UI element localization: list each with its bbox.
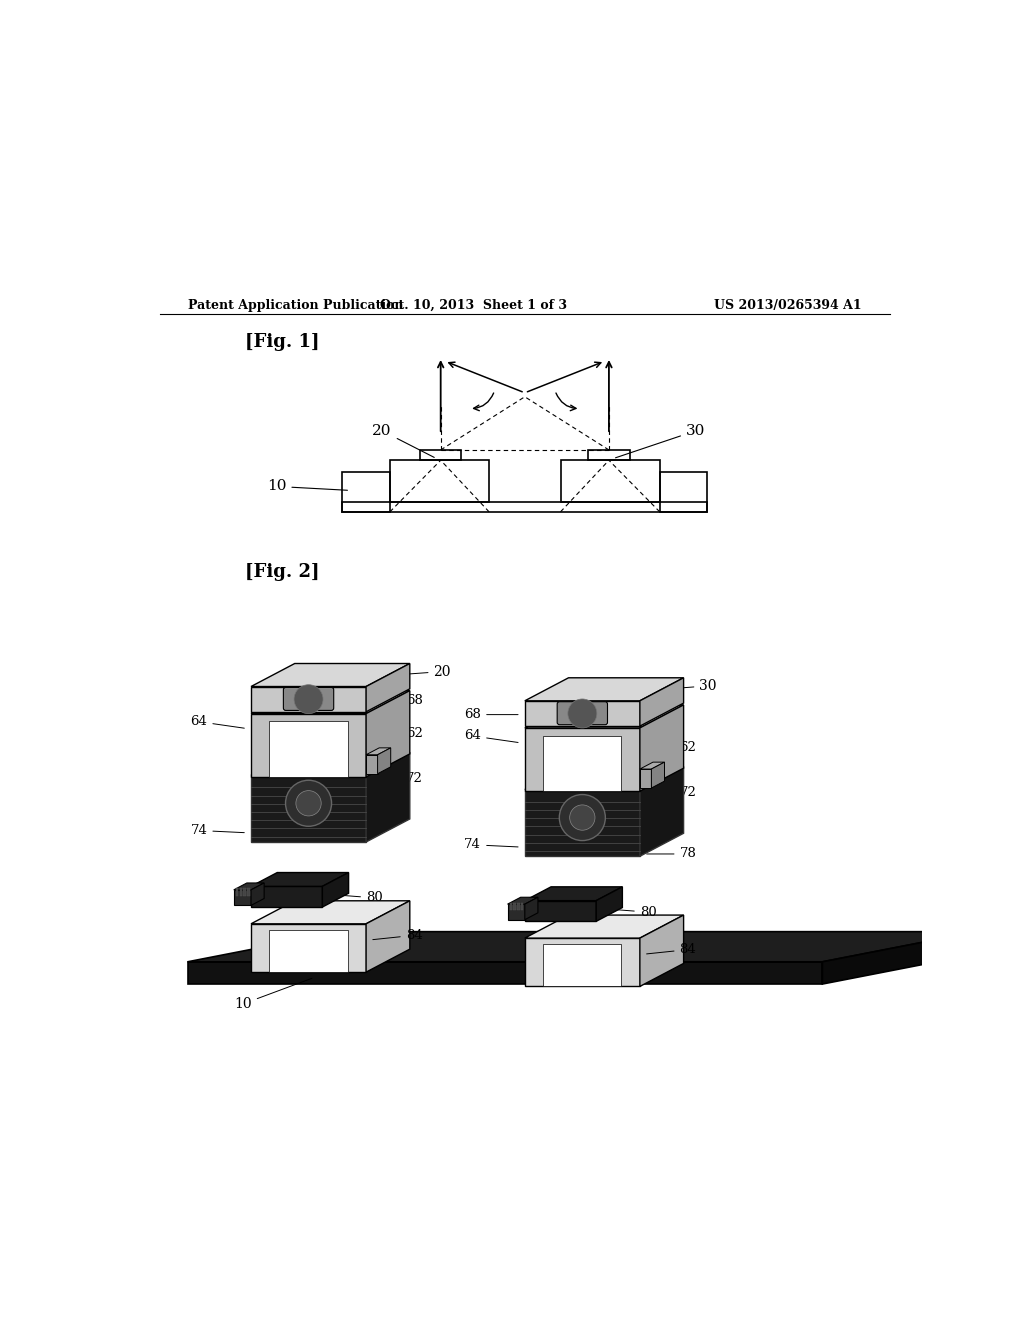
- Circle shape: [568, 700, 597, 727]
- Polygon shape: [367, 755, 378, 774]
- Text: 84: 84: [646, 942, 696, 956]
- Text: 20: 20: [317, 664, 451, 681]
- Polygon shape: [524, 789, 640, 857]
- Text: 62: 62: [373, 727, 423, 739]
- Text: 74: 74: [190, 824, 245, 837]
- Text: 10: 10: [267, 479, 347, 494]
- Polygon shape: [524, 898, 538, 920]
- Polygon shape: [251, 924, 367, 972]
- Text: 30: 30: [615, 424, 706, 458]
- Circle shape: [569, 805, 595, 830]
- FancyBboxPatch shape: [557, 702, 607, 725]
- Polygon shape: [378, 748, 391, 774]
- Polygon shape: [269, 929, 348, 972]
- Polygon shape: [517, 903, 519, 909]
- Polygon shape: [251, 690, 410, 714]
- FancyBboxPatch shape: [284, 688, 334, 710]
- Polygon shape: [508, 904, 524, 920]
- Circle shape: [286, 780, 332, 826]
- Polygon shape: [247, 888, 250, 896]
- Polygon shape: [524, 887, 623, 900]
- Text: 64: 64: [190, 715, 245, 729]
- Circle shape: [296, 791, 322, 816]
- Polygon shape: [640, 677, 684, 726]
- Circle shape: [559, 795, 605, 841]
- Text: [Fig. 1]: [Fig. 1]: [246, 333, 319, 351]
- Text: 30: 30: [591, 678, 717, 694]
- Polygon shape: [251, 873, 348, 886]
- Text: 68: 68: [373, 694, 423, 706]
- Text: 84: 84: [373, 929, 423, 941]
- Polygon shape: [367, 752, 410, 842]
- Polygon shape: [513, 903, 516, 909]
- Text: 78: 78: [646, 847, 696, 861]
- Circle shape: [294, 685, 323, 714]
- Text: 10: 10: [234, 978, 312, 1011]
- Polygon shape: [524, 701, 640, 726]
- Polygon shape: [367, 690, 410, 777]
- Polygon shape: [233, 883, 264, 890]
- Text: 64: 64: [464, 730, 518, 742]
- Polygon shape: [367, 900, 410, 972]
- Text: 62: 62: [646, 741, 696, 754]
- Polygon shape: [543, 944, 622, 986]
- Text: 80: 80: [317, 891, 383, 904]
- Polygon shape: [543, 735, 622, 791]
- Polygon shape: [524, 939, 640, 986]
- Text: 20: 20: [373, 424, 434, 458]
- Text: US 2013/0265394 A1: US 2013/0265394 A1: [715, 300, 862, 312]
- Polygon shape: [251, 752, 410, 775]
- Polygon shape: [251, 686, 367, 711]
- Polygon shape: [251, 664, 410, 686]
- Polygon shape: [233, 890, 251, 906]
- Text: 72: 72: [373, 772, 423, 785]
- Text: 72: 72: [646, 787, 696, 800]
- Polygon shape: [251, 900, 410, 924]
- Polygon shape: [524, 767, 684, 789]
- Polygon shape: [236, 888, 239, 896]
- Text: 74: 74: [464, 838, 518, 851]
- Polygon shape: [640, 770, 651, 788]
- Polygon shape: [251, 775, 367, 842]
- Text: [Fig. 2]: [Fig. 2]: [246, 564, 319, 581]
- Text: 68: 68: [464, 708, 518, 721]
- Polygon shape: [269, 721, 348, 777]
- Polygon shape: [640, 705, 684, 791]
- Text: Patent Application Publication: Patent Application Publication: [187, 300, 403, 312]
- Polygon shape: [367, 664, 410, 711]
- Polygon shape: [524, 727, 640, 791]
- Polygon shape: [524, 705, 684, 727]
- Polygon shape: [640, 762, 665, 770]
- Polygon shape: [187, 962, 822, 983]
- Polygon shape: [524, 915, 684, 939]
- Polygon shape: [251, 886, 323, 907]
- Polygon shape: [640, 915, 684, 986]
- Polygon shape: [508, 898, 538, 904]
- Polygon shape: [251, 883, 264, 906]
- Polygon shape: [244, 888, 246, 896]
- Polygon shape: [367, 748, 391, 755]
- Polygon shape: [596, 887, 623, 921]
- Polygon shape: [651, 762, 665, 788]
- Polygon shape: [521, 903, 523, 909]
- Polygon shape: [251, 714, 367, 777]
- Text: Oct. 10, 2013  Sheet 1 of 3: Oct. 10, 2013 Sheet 1 of 3: [380, 300, 566, 312]
- Text: 80: 80: [591, 906, 656, 919]
- Polygon shape: [524, 900, 596, 921]
- Polygon shape: [640, 767, 684, 857]
- Polygon shape: [323, 873, 348, 907]
- Polygon shape: [187, 932, 977, 962]
- Polygon shape: [524, 677, 684, 701]
- Polygon shape: [510, 903, 512, 909]
- Polygon shape: [240, 888, 242, 896]
- Polygon shape: [822, 932, 977, 983]
